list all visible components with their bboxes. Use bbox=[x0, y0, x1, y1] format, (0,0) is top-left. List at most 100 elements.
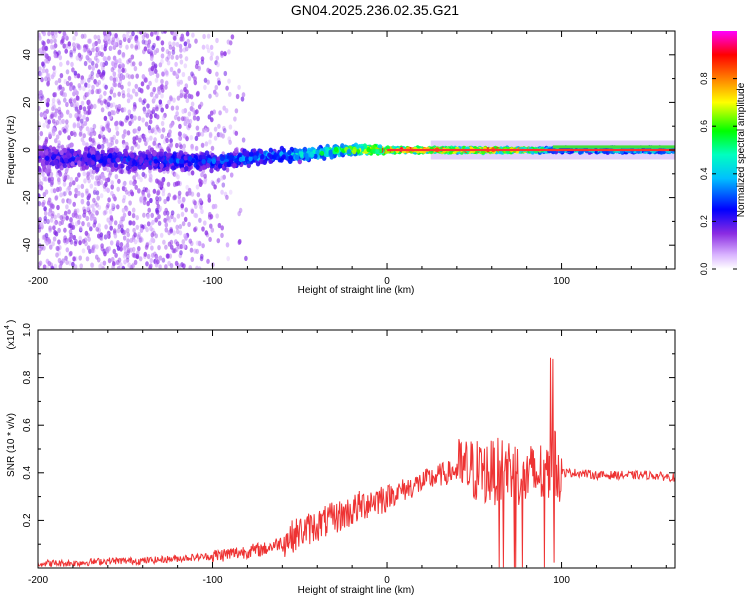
spectrogram-noise-cell bbox=[46, 200, 51, 206]
spectrogram-noise-cell bbox=[100, 143, 105, 150]
spectrogram-noise-cell bbox=[216, 238, 221, 244]
spectrogram-signal-cell bbox=[319, 150, 325, 156]
spectrogram-noise-cell bbox=[100, 173, 105, 179]
spectrogram-noise-cell bbox=[69, 86, 73, 92]
spectrogram-noise-cell bbox=[198, 198, 203, 204]
spectrogram-noise-cell bbox=[163, 198, 167, 205]
spectrogram-noise-cell bbox=[122, 235, 127, 241]
spectrogram-noise-cell bbox=[53, 230, 57, 236]
spectrogram-noise-cell bbox=[66, 60, 70, 66]
spectrogram-noise-cell bbox=[57, 77, 62, 84]
spectrogram-noise-cell bbox=[200, 253, 204, 259]
spectrogram-noise-cell bbox=[113, 220, 118, 226]
spectrogram-noise-cell bbox=[132, 227, 136, 233]
spectrogram-noise-cell bbox=[133, 66, 138, 72]
spectrogram-noise-cell bbox=[172, 230, 176, 236]
spectrogram-noise-cell bbox=[89, 215, 94, 221]
spectrogram-signal-cell bbox=[148, 164, 153, 170]
spectrogram-noise-cell bbox=[120, 121, 125, 127]
spectrogram-noise-cell bbox=[95, 202, 99, 208]
spectrogram-noise-cell bbox=[164, 227, 169, 233]
spectrogram-ylabel: Frequency (Hz) bbox=[6, 116, 17, 185]
spectrogram-noise-cell bbox=[130, 145, 135, 152]
spectrogram-noise-cell bbox=[104, 99, 108, 105]
spectrogram-noise-cell bbox=[51, 97, 56, 104]
spectrogram-noise-cell bbox=[97, 98, 101, 104]
spectrogram-signal-cell bbox=[175, 158, 181, 164]
spectrogram-noise-cell bbox=[163, 68, 168, 74]
spectrogram-noise-cell bbox=[136, 31, 141, 34]
spectrogram-noise-cell bbox=[85, 188, 89, 194]
spectrogram-noise-cell bbox=[193, 76, 197, 82]
spectrogram-noise-cell bbox=[68, 198, 72, 204]
spectrogram-xtick-label: 0 bbox=[384, 276, 390, 287]
spectrogram-noise-cell bbox=[121, 265, 126, 269]
spectrogram-noise-cell bbox=[197, 131, 201, 137]
spectrogram-noise-cell bbox=[55, 252, 59, 258]
spectrogram-noise-cell bbox=[97, 69, 101, 75]
spectrogram-noise-cell bbox=[85, 126, 90, 132]
spectrogram-signal-cell bbox=[51, 146, 57, 152]
spectrogram-signal-cell bbox=[184, 166, 189, 172]
spectrogram-noise-cell bbox=[68, 260, 72, 266]
spectrogram-signal-cell bbox=[38, 145, 43, 151]
spectrogram-noise-cell bbox=[143, 251, 148, 257]
spectrogram-noise-cell bbox=[58, 31, 62, 34]
spectrogram-noise-cell bbox=[175, 241, 180, 247]
spectrogram-noise-cell bbox=[240, 96, 245, 102]
spectrogram-noise-cell bbox=[152, 230, 156, 236]
spectrogram-signal-cell bbox=[124, 150, 129, 156]
spectrogram-noise-cell bbox=[215, 71, 219, 77]
spectrogram-noise-cell bbox=[125, 189, 129, 195]
spectrogram-noise-cell bbox=[43, 112, 48, 118]
snr-ylabel: SNR (10 * v/v) bbox=[6, 413, 17, 477]
spectrogram-noise-cell bbox=[225, 194, 229, 200]
spectrogram-noise-cell bbox=[215, 37, 219, 44]
snr-ytick-label: 0.8 bbox=[22, 370, 33, 384]
spectrogram-noise-cell bbox=[94, 63, 99, 69]
spectrogram-noise-cell bbox=[38, 249, 42, 256]
spectrogram-noise-cell bbox=[205, 44, 210, 50]
spectrogram-noise-cell bbox=[71, 261, 75, 267]
spectrogram-noise-cell bbox=[132, 106, 137, 112]
spectrogram-noise-cell bbox=[160, 181, 165, 187]
spectrogram-noise-cell bbox=[57, 239, 61, 245]
spectrogram-noise-cell bbox=[89, 131, 93, 137]
spectrogram-signal-cell bbox=[246, 162, 251, 169]
spectrogram-noise-cell bbox=[44, 45, 49, 52]
spectrogram-noise-cell bbox=[62, 31, 67, 36]
spectrogram-noise-cell bbox=[112, 134, 116, 140]
spectrogram-noise-cell bbox=[230, 34, 235, 40]
spectrogram-noise-cell bbox=[157, 89, 161, 95]
spectrogram-noise-cell bbox=[121, 207, 126, 213]
spectrogram-noise-cell bbox=[67, 209, 71, 215]
spectrogram-noise-cell bbox=[53, 38, 57, 44]
spectrogram-noise-cell bbox=[177, 116, 181, 122]
spectrogram-signal-cell bbox=[145, 149, 150, 155]
spectrogram-noise-cell bbox=[106, 217, 110, 223]
spectrogram-noise-cell bbox=[65, 215, 69, 221]
colorbar-gradient bbox=[712, 31, 737, 269]
spectrogram-signal-cell bbox=[102, 165, 107, 171]
spectrogram-noise-cell bbox=[128, 200, 132, 206]
spectrogram-noise-cell bbox=[68, 113, 73, 119]
spectrogram-noise-cell bbox=[109, 102, 114, 108]
spectrogram-noise-cell bbox=[222, 174, 226, 180]
spectrogram-noise-cell bbox=[64, 43, 69, 50]
snr-panel: -200 -100 0 100 0.2 0.4 0.6 0.8 1.0 Height of st… bbox=[4, 320, 676, 596]
spectrogram-noise-cell bbox=[136, 174, 141, 180]
spectrogram-noise-cell bbox=[142, 186, 147, 192]
spectrogram-noise-cell bbox=[223, 51, 227, 57]
spectrogram-noise-cell bbox=[86, 232, 90, 238]
spectrogram-noise-cell bbox=[165, 137, 169, 144]
spectrogram-noise-cell bbox=[45, 68, 49, 74]
spectrogram-noise-cell bbox=[93, 187, 97, 193]
spectrogram-noise-cell bbox=[51, 106, 55, 112]
spectrogram-noise-cell bbox=[127, 262, 131, 268]
spectrogram-noise-cell bbox=[197, 266, 202, 269]
spectrogram-noise-cell bbox=[177, 131, 182, 137]
snr-xtick-label: 100 bbox=[553, 575, 570, 586]
spectrogram-noise-cell bbox=[138, 256, 143, 262]
spectrogram-noise-cell bbox=[117, 223, 122, 229]
spectrogram-noise-cell bbox=[107, 33, 111, 40]
